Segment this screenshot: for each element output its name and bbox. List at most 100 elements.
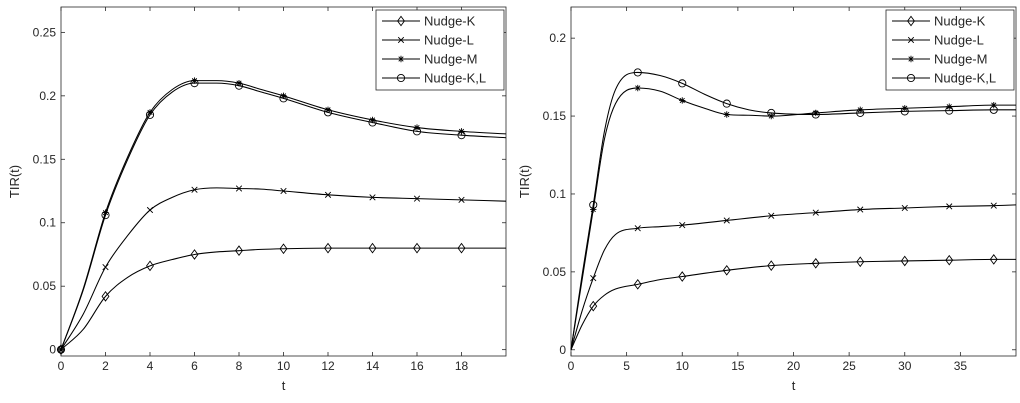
chart-2-legend-item: Nudge-K,L — [892, 71, 996, 86]
chart-2-data-point-x — [723, 217, 730, 224]
chart-1-series-star — [57, 77, 507, 353]
chart-2-legend-item: Nudge-M — [892, 52, 987, 67]
chart-1-data-point-star — [146, 109, 154, 116]
chart-1-data-point-x — [458, 196, 465, 204]
chart-1-data-point-star — [235, 79, 243, 87]
chart-1-series-line — [60, 187, 507, 350]
chart-2-x-tick-label: 0 — [568, 359, 575, 373]
chart-2-data-point-circle — [633, 68, 642, 77]
chart-1-y-tick-label: 0.2 — [39, 89, 56, 103]
chart-1-series-line — [60, 82, 507, 350]
chart-2-data-point-star — [723, 111, 730, 118]
chart-2-x-tick-label: 15 — [731, 359, 745, 373]
chart-1-data-point-diamond — [146, 260, 154, 272]
chart-2-data-point-circle — [678, 79, 687, 88]
chart-1-data-point-x — [369, 194, 376, 201]
chart-1-x-tick-label: 8 — [236, 359, 243, 373]
chart-1-y-tick-label: 0 — [49, 343, 56, 357]
chart-1-data-point-star — [324, 106, 332, 113]
chart-2-data-point-x — [812, 209, 819, 216]
chart-1-x-tick-label: 10 — [277, 359, 291, 373]
chart-2-y-tick-label: 0.15 — [543, 109, 567, 123]
chart-1-data-point-star — [280, 92, 287, 100]
chart-2-legend-item: Nudge-K — [892, 14, 986, 29]
chart-1-legend-item: Nudge-K,L — [382, 71, 486, 86]
chart-2-data-point-diamond — [856, 256, 865, 268]
chart-1-x-tick-label: 2 — [102, 359, 109, 373]
chart-1-data-point-circle — [234, 81, 244, 90]
chart-2-data-point-x — [634, 225, 641, 232]
chart-2-data-point-x — [990, 202, 997, 209]
chart-1-data-point-diamond — [279, 243, 288, 255]
chart-1-y-axis-label: TIR(t) — [7, 165, 22, 198]
chart-2-legend-label: Nudge-K — [934, 14, 986, 29]
chart-1-data-point-star — [102, 209, 109, 216]
chart-1-x-tick-label: 6 — [191, 359, 198, 373]
chart-1-legend-label: Nudge-M — [424, 52, 477, 67]
chart-2-data-point-circle — [900, 107, 909, 116]
chart-2-data-point-diamond — [989, 254, 998, 265]
chart-1-data-point-circle — [279, 94, 288, 103]
chart-2-data-point-diamond — [722, 264, 731, 276]
chart-1-y-tick-label: 0.1 — [39, 216, 56, 230]
chart-2-data-point-diamond — [811, 257, 820, 269]
chart-1-data-point-x — [191, 186, 198, 193]
chart-2-data-point-x — [768, 212, 775, 219]
chart-2-x-tick-label: 25 — [842, 359, 856, 373]
chart-2-data-point-circle — [722, 99, 731, 108]
chart-1-legend: Nudge-K Nudge-L Nudge-M Nudge-K,L — [375, 9, 505, 91]
chart-2-x-axis-label: t — [792, 378, 796, 393]
chart-1-data-point-x — [235, 185, 243, 192]
chart-1-series-line — [60, 80, 507, 350]
chart-2-legend-marker-circle — [906, 73, 916, 83]
chart-2-data-point-x — [901, 204, 908, 212]
chart-1-legend-item: Nudge-L — [382, 33, 474, 48]
chart-2-data-point-star — [679, 97, 686, 104]
chart-1-data-point-star — [57, 346, 65, 353]
chart-2-legend-label: Nudge-M — [934, 52, 987, 67]
chart-1-legend-marker-diamond — [397, 15, 405, 27]
chart-2-x-tick-label: 20 — [787, 359, 801, 373]
chart-1-data-point-circle — [56, 345, 66, 354]
chart-2-data-point-circle — [856, 108, 865, 117]
chart-1-data-point-x — [280, 187, 287, 195]
chart-2-data-point-x — [590, 274, 597, 282]
chart-1-series-x — [57, 185, 507, 353]
chart-2-y-tick-label: 0.1 — [549, 187, 566, 201]
chart-2-data-point-diamond — [589, 300, 598, 312]
chart-2-y-tick-label: 0.05 — [543, 265, 567, 279]
chart-1-legend-label: Nudge-L — [424, 33, 474, 48]
chart-1-legend-marker-star — [397, 55, 405, 63]
chart-1-series-circle — [56, 79, 507, 354]
chart-1-data-point-star — [369, 116, 376, 124]
chart-2-data-point-star — [634, 84, 641, 92]
chart-2-series-line — [570, 258, 1016, 350]
chart-1-data-point-x — [146, 206, 154, 214]
chart-1-data-point-x — [102, 264, 109, 271]
chart-1-data-point-diamond — [101, 290, 110, 302]
chart-2-data-point-star — [857, 106, 864, 114]
chart-2-data-point-circle — [989, 105, 998, 114]
chart-2-data-point-x — [857, 206, 864, 213]
chart-2-data-point-x — [679, 222, 686, 229]
chart-1-y-tick-label: 0.15 — [33, 152, 57, 166]
chart-1-data-point-circle — [412, 127, 422, 136]
chart-2-data-point-star — [590, 206, 597, 213]
chart-2-data-point-star — [901, 105, 908, 112]
chart-2-data-point-star — [768, 112, 775, 120]
chart-1-y-tick-label: 0.25 — [33, 25, 57, 39]
chart-1-data-point-circle — [145, 110, 155, 119]
chart-1-legend-label: Nudge-K,L — [424, 71, 486, 86]
chart-1-data-point-diamond — [235, 245, 243, 257]
chart-2-data-point-diamond — [945, 254, 954, 266]
chart-2-data-point-diamond — [900, 255, 909, 267]
chart-2-legend-marker-star — [907, 55, 915, 63]
chart-1-data-point-circle — [368, 118, 377, 127]
chart-1-legend-item: Nudge-M — [382, 52, 477, 67]
chart-2-data-point-x — [946, 203, 953, 210]
chart-1-x-tick-label: 4 — [147, 359, 154, 373]
chart-1-data-point-diamond — [57, 344, 65, 356]
chart-1-data-point-diamond — [190, 249, 199, 260]
chart-2-data-point-star — [990, 101, 997, 109]
chart-2-x-tick-label: 35 — [954, 359, 968, 373]
